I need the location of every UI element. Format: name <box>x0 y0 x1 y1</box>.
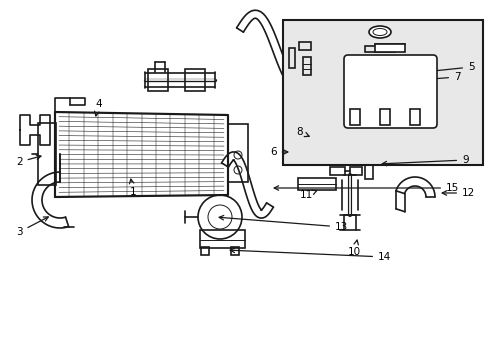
Bar <box>364 46 394 52</box>
Text: 5: 5 <box>398 62 474 76</box>
FancyBboxPatch shape <box>343 55 436 128</box>
Bar <box>230 247 239 255</box>
Bar <box>349 109 359 125</box>
Text: 8: 8 <box>295 127 308 137</box>
Text: 1: 1 <box>129 179 136 197</box>
Bar <box>227 124 247 182</box>
Bar <box>184 69 204 91</box>
Bar <box>364 165 372 179</box>
Bar <box>38 123 56 185</box>
Bar <box>349 167 361 175</box>
Text: 15: 15 <box>274 183 458 193</box>
Text: 3: 3 <box>16 217 48 237</box>
Bar <box>148 69 168 91</box>
Text: 10: 10 <box>347 240 360 257</box>
Bar <box>298 42 310 50</box>
Text: 14: 14 <box>230 248 390 262</box>
Text: 2: 2 <box>16 155 41 167</box>
Bar <box>303 57 310 75</box>
Text: 7: 7 <box>395 72 460 84</box>
Bar <box>329 167 345 175</box>
Text: 11: 11 <box>299 190 316 200</box>
Bar <box>297 178 335 190</box>
Text: 12: 12 <box>441 188 474 198</box>
Bar <box>283 20 482 165</box>
Text: 13: 13 <box>219 216 347 232</box>
Text: 4: 4 <box>94 99 102 116</box>
Text: 6: 6 <box>269 147 287 157</box>
Bar <box>288 48 294 68</box>
Bar <box>201 247 208 255</box>
Bar <box>374 44 404 52</box>
Ellipse shape <box>368 26 390 38</box>
Bar <box>200 230 244 248</box>
Text: 9: 9 <box>382 155 468 166</box>
Ellipse shape <box>372 28 386 36</box>
Bar <box>379 109 389 125</box>
Bar <box>409 109 419 125</box>
